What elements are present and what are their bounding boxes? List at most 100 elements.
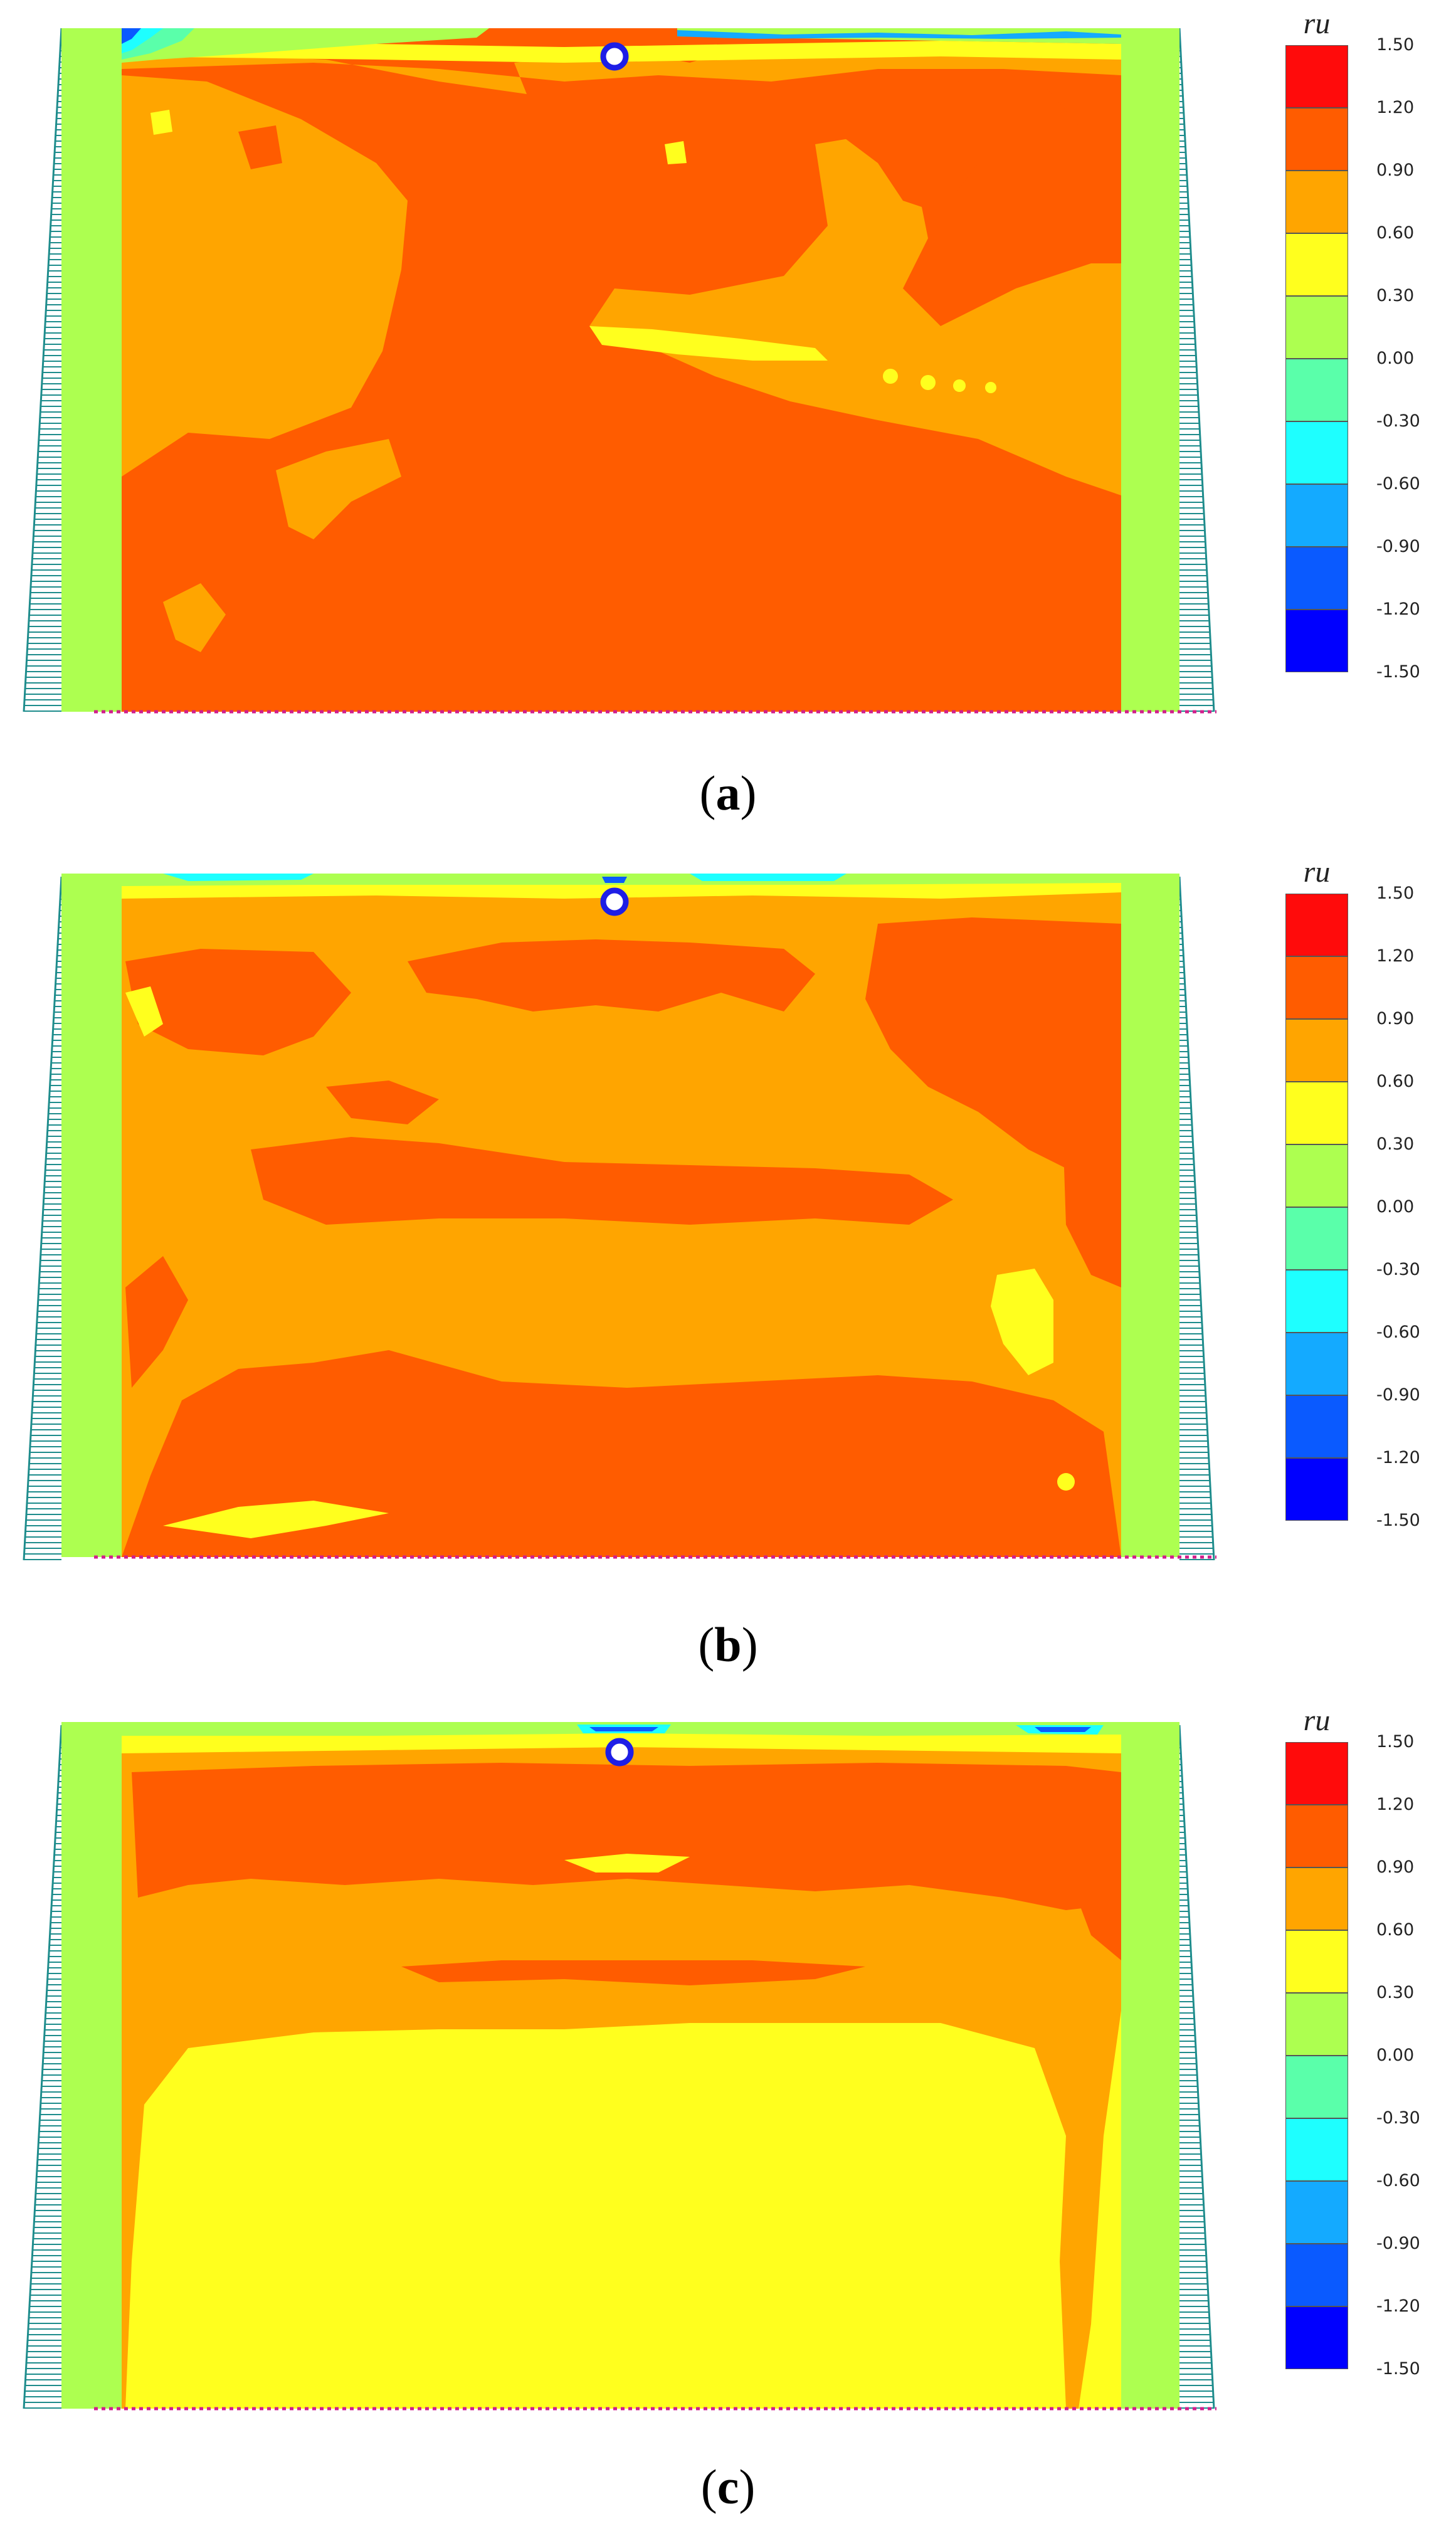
boundary-edge-line — [23, 28, 63, 712]
contour-zone — [408, 939, 815, 1012]
boundary-edge-line — [1178, 1725, 1215, 2409]
left-side-strip — [61, 874, 122, 1557]
contour-zone — [251, 1137, 953, 1225]
contour-zone — [401, 1960, 865, 1985]
piezometer-marker — [605, 1738, 634, 1767]
legend-tick-label: -1.20 — [1376, 1448, 1420, 1467]
legend-tick-label: 0.30 — [1376, 1134, 1415, 1154]
legend-tick-label: 0.30 — [1376, 286, 1415, 305]
legend-tick-label: 1.50 — [1376, 35, 1415, 55]
right-side-strip — [1121, 28, 1179, 712]
left-boundary-hatch — [23, 876, 63, 1561]
legend-color-bin — [1285, 171, 1348, 233]
contour-zone — [122, 28, 141, 44]
right-boundary-hatch — [1178, 1725, 1215, 2409]
contour-zone — [564, 1854, 690, 1873]
left-boundary-hatch — [23, 1725, 63, 2409]
contour-zone — [276, 439, 401, 539]
contour-zone — [122, 28, 489, 63]
legend-tick-label: 0.00 — [1376, 1197, 1415, 1217]
legend-tick-label: 0.00 — [1376, 2046, 1415, 2065]
contour-zone — [991, 1269, 1053, 1375]
legend-color-bin — [1285, 2306, 1348, 2369]
contour-zone — [326, 1080, 439, 1124]
legend-title: ru — [1303, 1704, 1331, 1737]
contour-zone — [677, 30, 1121, 39]
contour-zone — [122, 1350, 1121, 1557]
left-side-strip — [61, 1722, 122, 2409]
contour-zone — [163, 874, 314, 881]
legend-tick-label: -1.50 — [1376, 1511, 1420, 1530]
legend-tick-label: 1.20 — [1376, 1795, 1415, 1814]
contour-zone — [865, 917, 1121, 1200]
legend-tick-label: 1.50 — [1376, 1732, 1415, 1751]
legend-tick-label: 0.60 — [1376, 1920, 1415, 1940]
contour-zone — [883, 369, 898, 384]
left-side-strip — [61, 28, 122, 712]
legend-color-bin — [1285, 1458, 1348, 1521]
legend-tick-label: -1.20 — [1376, 2296, 1420, 2316]
contour-zone — [828, 94, 978, 213]
legend-color-bin — [1285, 547, 1348, 610]
legend-color-bin — [1285, 421, 1348, 484]
legend-color-bin — [1285, 108, 1348, 171]
contour-zone — [589, 132, 1121, 495]
legend-tick-label: 0.90 — [1376, 1857, 1415, 1877]
legend-color-bin — [1285, 359, 1348, 421]
contour-zone — [589, 1727, 658, 1731]
legend-color-bin — [1285, 2244, 1348, 2306]
boundary-edge-line — [1178, 876, 1215, 1561]
contour-zone — [1060, 1037, 1121, 1287]
legend-color-bin — [1285, 1019, 1348, 1082]
legend-tick-label: 0.60 — [1376, 223, 1415, 243]
legend-color-bin — [1285, 484, 1348, 547]
legend-color-bin — [1285, 1993, 1348, 2056]
legend-tick-label: 1.20 — [1376, 946, 1415, 966]
legend-title: ru — [1303, 7, 1331, 40]
contour-zone — [921, 375, 936, 390]
legend-tick-label: -0.90 — [1376, 1385, 1420, 1405]
legend-color-bin — [1285, 1742, 1348, 1805]
contour-zone — [953, 379, 966, 392]
legend-color-bin — [1285, 2181, 1348, 2244]
contour-zone — [150, 110, 172, 135]
legend-tick-label: 0.00 — [1376, 349, 1415, 368]
legend-color-bin — [1285, 894, 1348, 956]
panel-b: (b) — [0, 848, 1456, 1697]
legend-color-bin — [1285, 233, 1348, 296]
boundary-edge-line — [23, 1725, 63, 2409]
contour-zone — [690, 874, 847, 881]
contour-zone — [928, 69, 1079, 163]
right-boundary-hatch — [1178, 28, 1215, 712]
right-side-strip — [1121, 1722, 1179, 2409]
contour-zone — [351, 1888, 414, 1904]
contour-zone — [602, 877, 627, 883]
legend-tick-label: 0.90 — [1376, 1009, 1415, 1028]
legend-tick-label: -0.60 — [1376, 474, 1420, 494]
right-side-strip — [1121, 874, 1179, 1557]
legend-tick-label: -1.20 — [1376, 600, 1420, 619]
contour-zone — [238, 125, 282, 169]
caption-a: (a) — [699, 766, 757, 820]
contour-zone — [125, 949, 351, 1055]
legend-tick-label: 0.30 — [1376, 1983, 1415, 2002]
legend-color-bin — [1285, 610, 1348, 672]
boundary-edge-line — [1178, 28, 1215, 712]
contour-zone — [1066, 1804, 1121, 1960]
contour-zone — [665, 141, 687, 164]
legend-tick-label: 0.90 — [1376, 161, 1415, 180]
legend-color-bin — [1285, 1867, 1348, 1930]
contour-zone — [163, 1501, 389, 1538]
legend-tick-label: 1.20 — [1376, 98, 1415, 117]
contour-plot-b — [23, 874, 1216, 1561]
legend-color-bin — [1285, 1270, 1348, 1333]
legend-tick-label: -1.50 — [1376, 662, 1420, 682]
legend-color-bin — [1285, 1144, 1348, 1207]
legend-tick-label: -0.30 — [1376, 411, 1420, 431]
legend-color-bin — [1285, 1395, 1348, 1458]
legend-color-bin — [1285, 2118, 1348, 2181]
legend-tick-label: -0.30 — [1376, 2108, 1420, 2128]
legend-tick-label: 1.50 — [1376, 884, 1415, 903]
contour-zone — [1057, 1473, 1075, 1491]
legend-color-bin — [1285, 2056, 1348, 2118]
